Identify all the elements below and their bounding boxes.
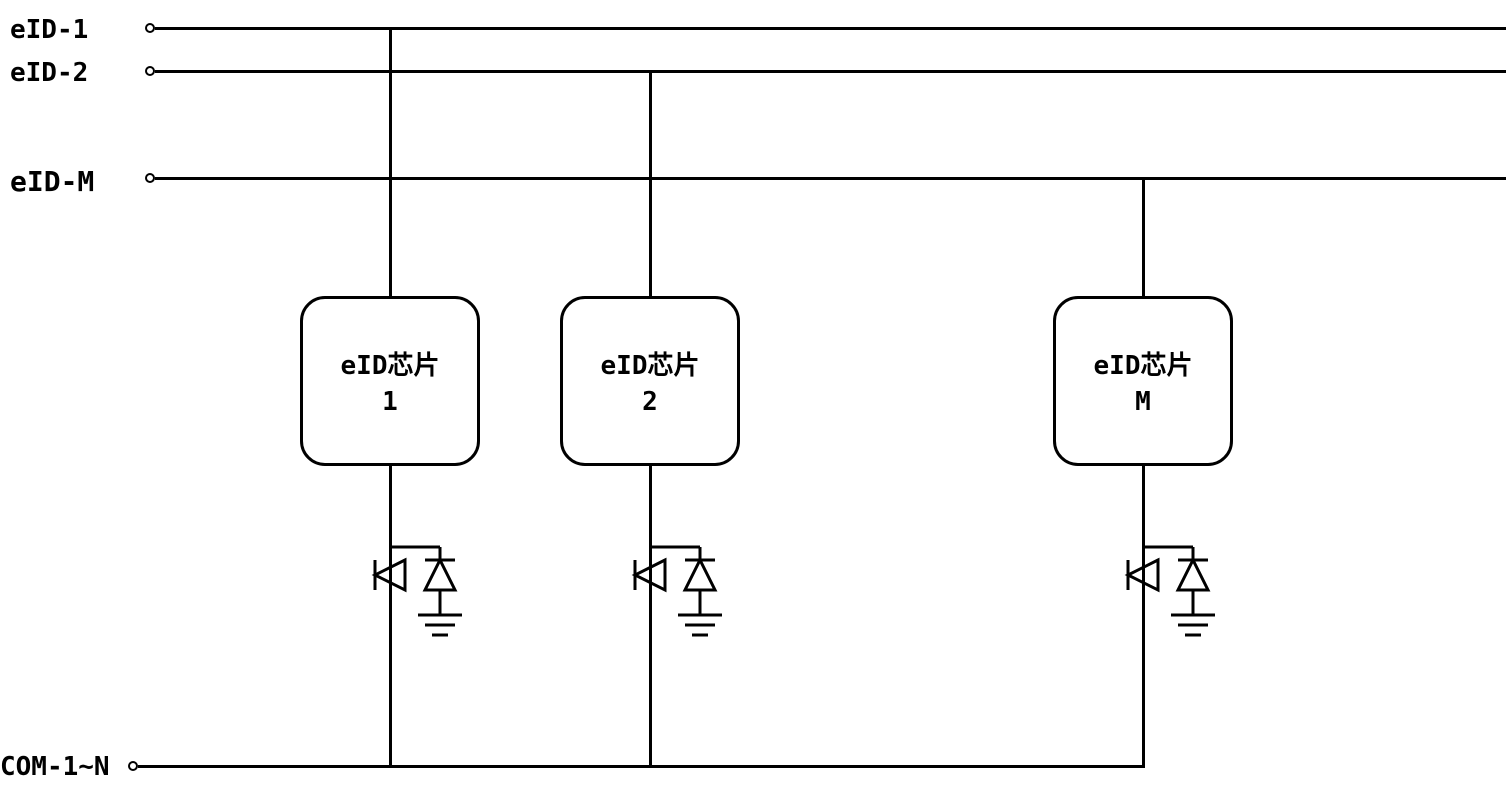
chip-2: eID芯片 2 — [560, 296, 740, 466]
chip1-diodes — [350, 540, 490, 684]
chipm-top-wire — [1142, 177, 1145, 296]
eid1-rail — [155, 27, 1506, 30]
chipm-diodes — [1103, 540, 1243, 684]
com-label: COM-1~N — [0, 752, 110, 782]
eid2-terminal — [145, 66, 155, 76]
chip2-diodes — [610, 540, 750, 684]
eid1-label: eID-1 — [10, 15, 88, 45]
eidm-label: eID-M — [10, 165, 94, 198]
eid1-terminal — [145, 23, 155, 33]
chipm-num: M — [1135, 387, 1151, 417]
eidm-rail — [155, 177, 1506, 180]
chip2-name: eID芯片 — [601, 345, 700, 382]
chip-m: eID芯片 M — [1053, 296, 1233, 466]
chip2-top-wire — [649, 70, 652, 296]
eid2-label: eID-2 — [10, 58, 88, 88]
com-terminal — [128, 761, 138, 771]
chip1-top-wire — [389, 27, 392, 296]
chipm-name: eID芯片 — [1094, 345, 1193, 382]
chip1-name: eID芯片 — [341, 345, 440, 382]
com-rail — [138, 765, 1145, 768]
chip1-num: 1 — [382, 387, 398, 417]
chip-1: eID芯片 1 — [300, 296, 480, 466]
chip2-num: 2 — [642, 387, 658, 417]
eid2-rail — [155, 70, 1506, 73]
eidm-terminal — [145, 173, 155, 183]
